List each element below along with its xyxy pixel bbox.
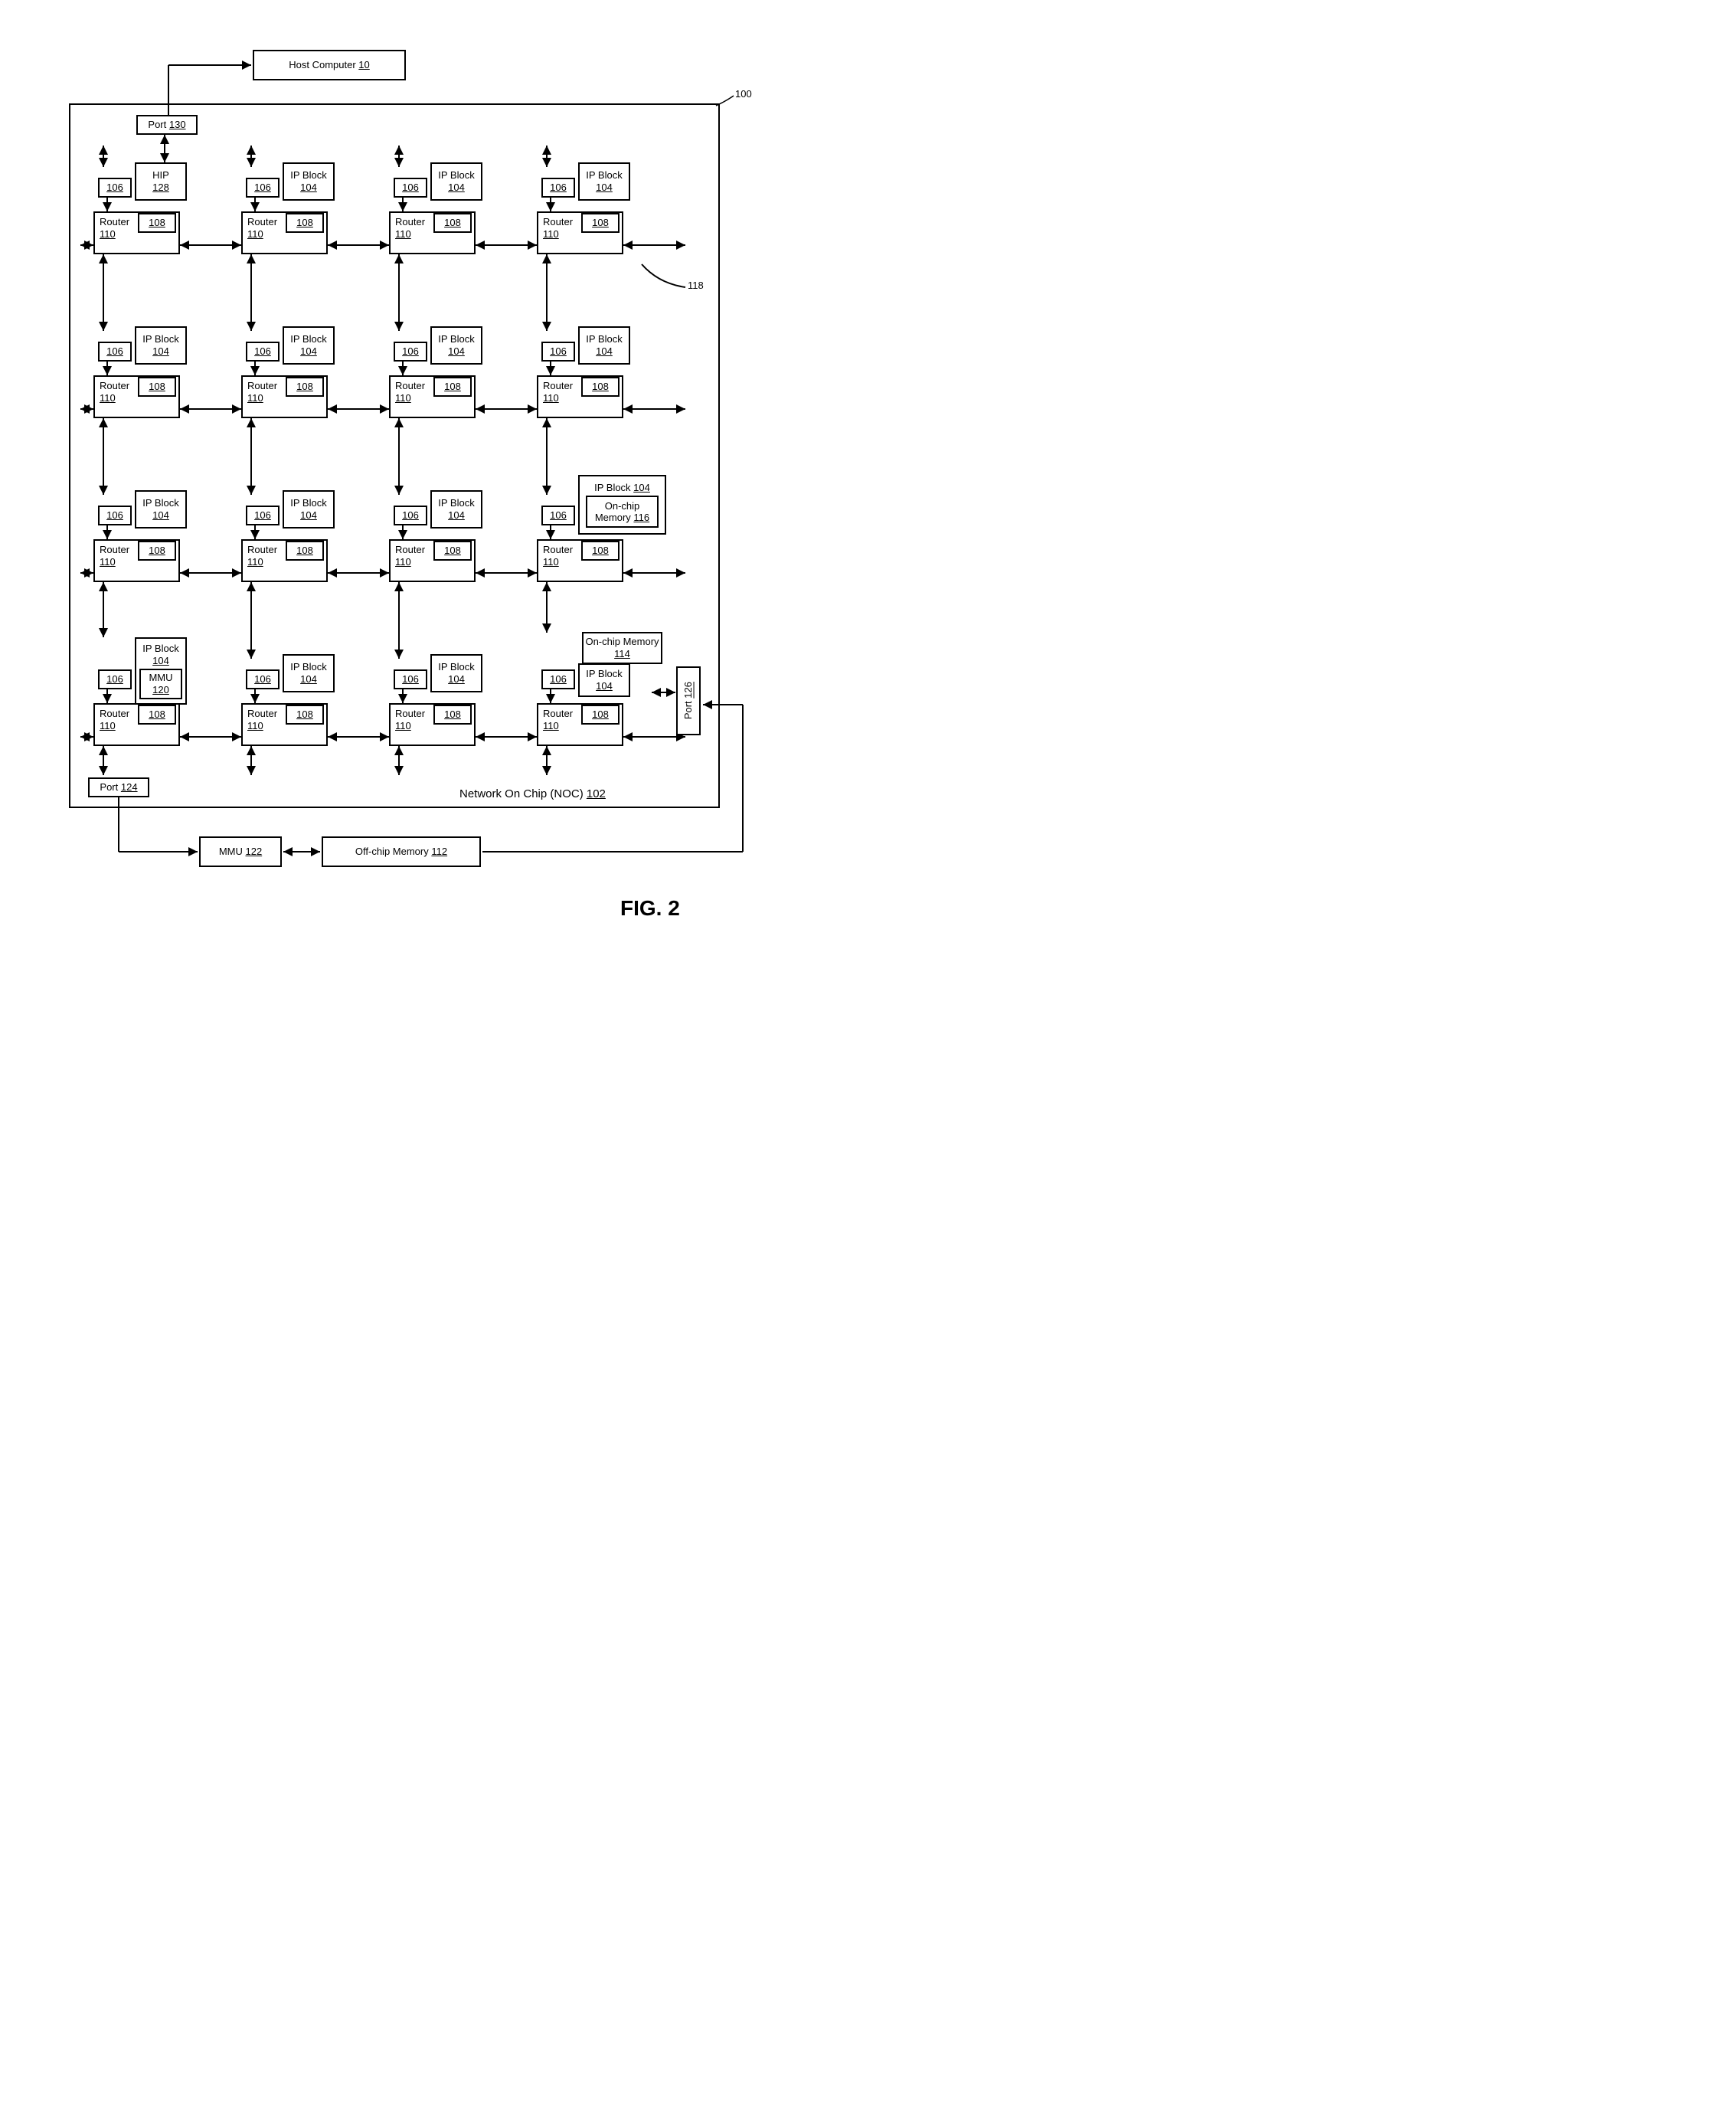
box-108: 108 [581,705,620,725]
box-106: 106 [541,178,575,198]
box-108: 108 [581,541,620,561]
host-computer-box: Host Computer 10 [253,50,406,80]
box-108: 108 [286,705,324,725]
box-106: 106 [246,178,280,198]
offchip-label: Off-chip Memory 112 [355,846,447,858]
box-108: 108 [286,541,324,561]
ip-block-box: IP Block104 [430,654,482,692]
box-106: 106 [246,342,280,362]
ip-block-box: IP Block104 [283,654,335,692]
onchip-114-box: On-chip Memory 114 [582,632,662,664]
port-124-box: Port 124 [88,777,149,797]
box-106: 106 [394,669,427,689]
ip-block-box: IP Block104 [135,326,187,365]
ip-block-box: IP Block104 [283,490,335,529]
ip-block-box: IP Block104 [283,326,335,365]
ip-block-box: IP Block 104 On-chip Memory 116 [578,475,666,535]
box-108: 108 [138,541,176,561]
box-106: 106 [246,669,280,689]
box-106: 106 [98,178,132,198]
ip-block-box: IP Block104 [578,162,630,201]
box-106: 106 [394,342,427,362]
box-106: 106 [541,506,575,525]
ip-block-box: IP Block104 [430,326,482,365]
figure-label: FIG. 2 [620,896,680,921]
host-label: Host Computer 10 [289,59,370,71]
box-106: 106 [98,669,132,689]
port-130-box: Port 130 [136,115,198,135]
box-108: 108 [286,377,324,397]
onchip-114-label: On-chip Memory 114 [584,636,661,659]
box-106: 106 [394,178,427,198]
box-108: 108 [581,377,620,397]
wire-118-label: 118 [688,280,704,291]
port-130-label: Port 130 [148,119,185,131]
mmu-122-box: MMU 122 [199,836,282,867]
box-108: 108 [138,705,176,725]
ip-block-box: IP Block104 [283,162,335,201]
box-108: 108 [138,213,176,233]
box-108: 108 [138,377,176,397]
box-108: 108 [433,213,472,233]
mmu-122-label: MMU 122 [219,846,262,858]
ip-block-box: IP Block104 [430,162,482,201]
box-106: 106 [541,669,575,689]
noc-label: Network On Chip (NOC) 102 [459,787,606,800]
ip-block-box: IP Block104 [135,490,187,529]
box-106: 106 [541,342,575,362]
port-126-box: Port 126 [676,666,701,735]
box-108: 108 [433,705,472,725]
box-106: 106 [98,342,132,362]
box-106: 106 [246,506,280,525]
port-126-label: Port 126 [682,682,695,719]
ip-block-box: HIP128 [135,162,187,201]
box-106: 106 [98,506,132,525]
box-108: 108 [286,213,324,233]
box-108: 108 [433,377,472,397]
ip-block-box: IP Block104 [430,490,482,529]
box-106: 106 [394,506,427,525]
port-124-label: Port 124 [100,781,137,794]
ip-block-box: IP Block104 MMU120 [135,637,187,705]
ip-block-box: IP Block104 [578,326,630,365]
chip-ref-label: 100 [735,88,752,100]
diagram-canvas: Host Computer 10 100 Port 130 118 Networ… [31,31,796,957]
ip-block-box: IP Block104 [578,663,630,697]
offchip-memory-box: Off-chip Memory 112 [322,836,481,867]
box-108: 108 [581,213,620,233]
box-108: 108 [433,541,472,561]
